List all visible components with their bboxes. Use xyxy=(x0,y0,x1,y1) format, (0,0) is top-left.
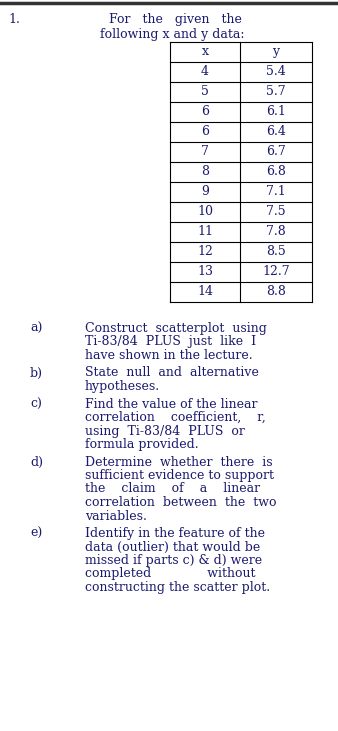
Text: State  null  and  alternative: State null and alternative xyxy=(85,366,259,379)
Text: 10: 10 xyxy=(197,205,213,218)
Text: following x and y data:: following x and y data: xyxy=(100,28,244,41)
Text: 9: 9 xyxy=(201,185,209,198)
Text: 12.7: 12.7 xyxy=(262,265,290,278)
Text: Construct  scatterplot  using: Construct scatterplot using xyxy=(85,322,267,335)
Text: formula provided.: formula provided. xyxy=(85,438,199,451)
Text: 11: 11 xyxy=(197,225,213,238)
Text: have shown in the lecture.: have shown in the lecture. xyxy=(85,349,252,362)
Text: 6: 6 xyxy=(201,105,209,118)
Text: x: x xyxy=(201,45,209,58)
Text: Identify in the feature of the: Identify in the feature of the xyxy=(85,527,265,540)
Text: using  Ti-83/84  PLUS  or: using Ti-83/84 PLUS or xyxy=(85,425,245,437)
Text: 14: 14 xyxy=(197,285,213,298)
Text: hypotheses.: hypotheses. xyxy=(85,380,160,393)
Text: 7: 7 xyxy=(201,145,209,158)
Text: 6.1: 6.1 xyxy=(266,105,286,118)
Text: 5.7: 5.7 xyxy=(266,85,286,98)
Text: Find the value of the linear: Find the value of the linear xyxy=(85,398,258,411)
Text: 6: 6 xyxy=(201,125,209,138)
Text: 7.5: 7.5 xyxy=(266,205,286,218)
Text: 8.5: 8.5 xyxy=(266,245,286,258)
Text: For   the   given   the: For the given the xyxy=(108,13,241,26)
Text: 6.7: 6.7 xyxy=(266,145,286,158)
Text: variables.: variables. xyxy=(85,510,147,523)
Text: 1.: 1. xyxy=(8,13,20,26)
Text: 6.8: 6.8 xyxy=(266,165,286,178)
Text: 8.8: 8.8 xyxy=(266,285,286,298)
Text: 8: 8 xyxy=(201,165,209,178)
Text: the    claim    of    a    linear: the claim of a linear xyxy=(85,482,260,496)
Text: y: y xyxy=(272,45,280,58)
Text: 12: 12 xyxy=(197,245,213,258)
Text: missed if parts c) & d) were: missed if parts c) & d) were xyxy=(85,554,262,567)
Text: constructing the scatter plot.: constructing the scatter plot. xyxy=(85,581,270,594)
Text: data (outlier) that would be: data (outlier) that would be xyxy=(85,540,260,553)
Text: correlation    coefficient,    r,: correlation coefficient, r, xyxy=(85,411,266,424)
Text: 5.4: 5.4 xyxy=(266,65,286,78)
Text: 6.4: 6.4 xyxy=(266,125,286,138)
Text: 7.8: 7.8 xyxy=(266,225,286,238)
Text: Ti-83/84  PLUS  just  like  I: Ti-83/84 PLUS just like I xyxy=(85,336,256,349)
Text: 4: 4 xyxy=(201,65,209,78)
Text: b): b) xyxy=(30,366,43,379)
Text: 5: 5 xyxy=(201,85,209,98)
Text: completed              without: completed without xyxy=(85,567,256,580)
Text: a): a) xyxy=(30,322,42,335)
Text: e): e) xyxy=(30,527,42,540)
Text: c): c) xyxy=(30,398,42,411)
Text: 13: 13 xyxy=(197,265,213,278)
Text: 7.1: 7.1 xyxy=(266,185,286,198)
Text: d): d) xyxy=(30,455,43,469)
Text: Determine  whether  there  is: Determine whether there is xyxy=(85,455,273,469)
Text: sufficient evidence to support: sufficient evidence to support xyxy=(85,469,274,482)
Text: correlation  between  the  two: correlation between the two xyxy=(85,496,276,509)
